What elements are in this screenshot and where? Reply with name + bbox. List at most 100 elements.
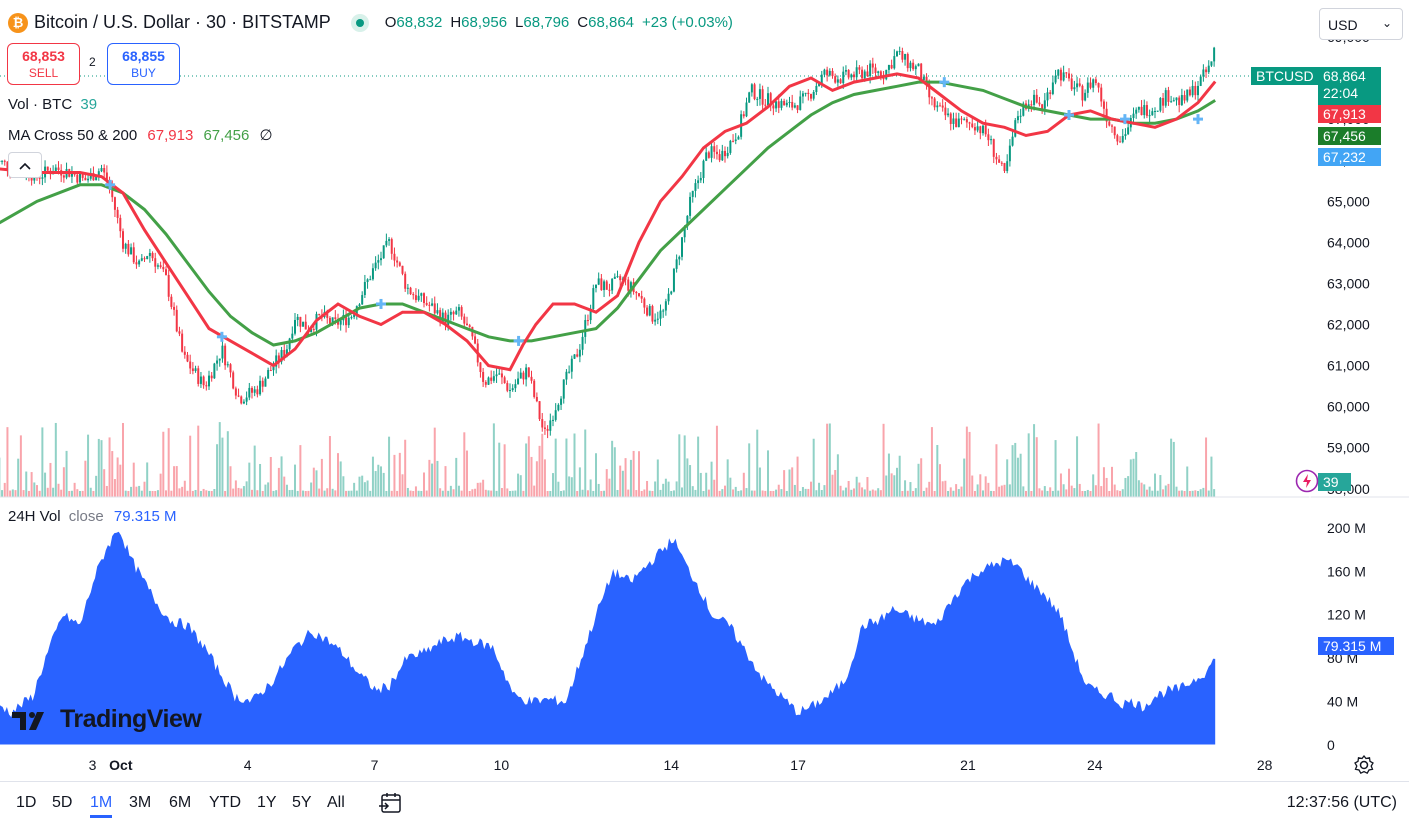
volume-bar [957, 489, 960, 497]
candle [737, 135, 740, 140]
range-all[interactable]: All [327, 794, 345, 811]
volume-bar [312, 467, 315, 497]
volume-bar [3, 482, 6, 497]
range-1m[interactable]: 1M [90, 794, 113, 818]
sell-button[interactable]: 68,853 SELL [7, 43, 80, 85]
volume-bar [202, 488, 205, 497]
volume-bar [476, 482, 479, 497]
volume-bar [347, 490, 350, 497]
utc-clock[interactable]: 12:37:56 (UTC) [1286, 794, 1397, 811]
collapse-legend-button[interactable] [8, 152, 42, 178]
last-price-badge: 68,864 22:04 [1318, 67, 1381, 110]
volume-bar [1164, 485, 1167, 497]
volume-bar [492, 423, 495, 497]
volume-bar [490, 490, 493, 497]
volume-bar [613, 447, 616, 497]
candle [1210, 61, 1213, 68]
buy-button[interactable]: 68,855 BUY [107, 43, 180, 85]
candle [713, 141, 716, 159]
range-5d[interactable]: 5D [52, 794, 73, 811]
volume-bar [302, 490, 305, 497]
volume-bar [1035, 437, 1038, 497]
volume-bar [890, 473, 893, 497]
candle [116, 206, 119, 224]
candle [971, 117, 974, 129]
currency-select[interactable]: USD ⌄ [1319, 8, 1403, 40]
settings-gear-icon[interactable] [1353, 754, 1375, 776]
symbol-title[interactable]: Bitcoin / U.S. Dollar · 30 · BITSTAMP [34, 12, 331, 32]
time-tick-label: 21 [960, 757, 976, 773]
volume-bar [1121, 489, 1124, 497]
candle [191, 362, 194, 375]
date-range-icon[interactable] [378, 792, 404, 816]
volume-bar [484, 489, 487, 497]
volume-bar [122, 422, 124, 497]
volume-bar [398, 452, 401, 497]
volume-bar [705, 472, 708, 497]
tradingview-logo[interactable]: TradingView [10, 705, 202, 734]
volume-bar [839, 485, 842, 497]
range-3m[interactable]: 3M [129, 794, 152, 811]
candle [146, 255, 149, 260]
candle [675, 254, 678, 273]
flash-icon[interactable] [1295, 469, 1319, 493]
candle [560, 396, 563, 410]
candle [1121, 128, 1124, 144]
candle [815, 80, 818, 96]
candle [358, 303, 361, 307]
range-ytd[interactable]: YTD [209, 794, 241, 811]
range-6m[interactable]: 6M [169, 794, 192, 811]
open-value: 68,832 [396, 14, 443, 31]
volume-bar [807, 488, 810, 497]
candle [79, 172, 81, 184]
volume-bar [1207, 490, 1210, 497]
volume-bar [616, 489, 619, 497]
candle [1188, 86, 1191, 97]
candle [689, 192, 692, 220]
volume-pane-legend[interactable]: 24H Vol close 79.315 M [8, 508, 176, 525]
volume-bar [245, 481, 248, 497]
volume-bar [1068, 468, 1070, 497]
candle [130, 243, 133, 255]
range-1d[interactable]: 1D [16, 794, 37, 811]
candle [466, 316, 468, 326]
volume-bar [898, 455, 901, 497]
volume-bar [11, 489, 14, 497]
candle [76, 172, 79, 185]
volume-indicator-legend[interactable]: Vol · BTC 39 [8, 96, 97, 113]
volume-bar [882, 423, 885, 497]
range-5y[interactable]: 5Y [292, 794, 312, 811]
symbol-header[interactable]: ₿ Bitcoin / U.S. Dollar · 30 · BITSTAMP … [8, 12, 733, 33]
volume-bar [154, 490, 157, 497]
volume-bar [390, 490, 393, 497]
volume-bar [237, 487, 240, 497]
market-open-icon[interactable] [350, 13, 369, 32]
candle [452, 310, 455, 321]
candle [371, 263, 374, 281]
candle [973, 123, 976, 135]
candle [1008, 139, 1011, 167]
chart-canvas[interactable]: 69,00068,00067,00066,00065,00064,00063,0… [0, 0, 1409, 781]
candle [1084, 89, 1087, 102]
ma-cross-legend[interactable]: MA Cross 50 & 200 67,913 67,456 ∅ [8, 126, 273, 144]
time-axis[interactable]: 3 Oct 4 7 10 14 17 21 24 28 [89, 757, 1273, 773]
candle [151, 251, 154, 262]
volume-bar [428, 459, 431, 497]
hide-indicator-icon[interactable]: ∅ [259, 127, 273, 144]
volume-bar [724, 485, 726, 497]
candle [393, 247, 396, 267]
volume-bar [27, 490, 30, 497]
volume-bars [0, 422, 1216, 497]
volume-bar [1156, 490, 1159, 497]
volume-bar [116, 457, 119, 497]
volume-bar [681, 487, 683, 497]
vol-pane-badge: 79.315 M [1318, 637, 1394, 655]
candle [240, 395, 243, 405]
range-1y[interactable]: 1Y [257, 794, 277, 811]
last-price-value: 68,864 [1323, 68, 1366, 84]
candle [3, 159, 6, 166]
candle [605, 279, 608, 290]
volume-bar [393, 454, 396, 497]
volume-bar [1170, 438, 1173, 497]
candle [65, 162, 68, 180]
